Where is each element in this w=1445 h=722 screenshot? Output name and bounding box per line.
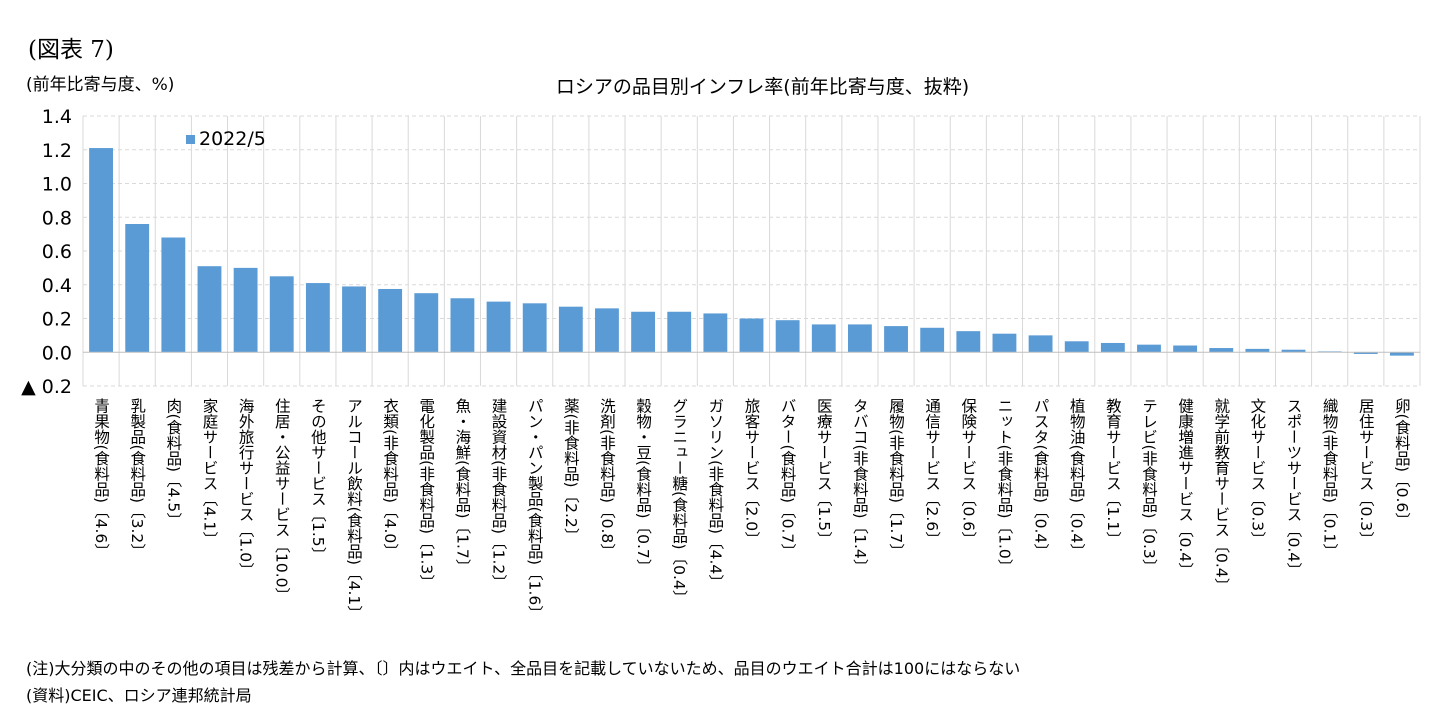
bar	[342, 286, 366, 353]
bar	[1100, 342, 1125, 353]
bar	[486, 301, 511, 353]
bar	[1137, 344, 1161, 353]
y-tick-label: 0.8	[42, 207, 72, 229]
legend-swatch	[186, 134, 195, 144]
figure-label: (図表 7)	[28, 37, 114, 63]
bar	[595, 308, 619, 353]
x-tick-label: パン・パン製品(食料品)〔1.6〕	[525, 398, 544, 621]
bar	[1353, 352, 1378, 354]
bar	[1173, 345, 1198, 353]
x-tick-label: 医療サービス〔1.5〕	[814, 398, 833, 547]
bar	[811, 324, 836, 353]
bar	[1390, 352, 1414, 356]
y-tick-label: 1.2	[42, 140, 72, 162]
x-tick-label: その他サービス〔1.5〕	[308, 398, 327, 563]
x-tick-label: 植物油(食料品)〔0.4〕	[1067, 398, 1086, 559]
bar	[631, 311, 656, 353]
x-tick-label: 家庭サービス〔4.1〕	[200, 398, 219, 547]
y-tick-label: 1.4	[42, 106, 72, 128]
bar	[1028, 335, 1053, 353]
bar	[269, 276, 294, 353]
x-tick-label: 卵(食料品)〔0.6〕	[1392, 398, 1411, 528]
x-tick-label: 保険サービス〔0.6〕	[959, 398, 978, 547]
bar	[1281, 349, 1306, 353]
x-tick-label: 住居・公益サービス〔10.0〕	[272, 398, 291, 604]
x-tick-label: 織物(非食料品)〔0.1〕	[1320, 398, 1339, 559]
bar	[667, 311, 692, 353]
x-tick-label: 建設資材(非食料品)〔1.2〕	[489, 398, 508, 590]
x-tick-label: 健康増進サービス〔0.4〕	[1176, 398, 1195, 578]
x-tick-label: 就学前教育サービス〔0.4〕	[1212, 398, 1231, 594]
bar	[884, 326, 908, 353]
x-tick-label: 文化サービス〔0.3〕	[1248, 398, 1267, 547]
bar	[775, 320, 800, 353]
bar	[956, 331, 981, 353]
x-tick-label: 衣類(非食料品)〔4.0〕	[381, 398, 400, 559]
x-tick-label: 教育サービス〔1.1〕	[1103, 398, 1122, 547]
y-tick-label: 0.4	[42, 275, 72, 297]
x-tick-label: 乳製品(食料品)〔3.2〕	[128, 398, 147, 559]
bar	[305, 283, 330, 353]
footnote: (注)大分類の中のその他の項目は残差から計算、〔〕内はウエイト、全品目を記載して…	[26, 659, 1021, 678]
x-tick-label: パスタ(食料品)〔0.4〕	[1031, 398, 1050, 559]
x-tick-label: 肉(食料品)〔4.5〕	[164, 398, 183, 528]
bar	[1245, 348, 1270, 353]
bar	[89, 148, 113, 353]
y-tick-label: ▲ 0.2	[21, 376, 72, 398]
y-axis-unit-label: (前年比寄与度、%)	[26, 75, 175, 95]
bar	[233, 267, 258, 353]
y-tick-label: 1.0	[42, 174, 72, 196]
bar	[1064, 341, 1089, 353]
bar	[522, 303, 547, 353]
bar	[125, 224, 150, 353]
x-tick-label: 魚・海鮮(食料品)〔1.7〕	[453, 398, 472, 575]
x-tick-label: グラニュー糖(食料品)〔0.4〕	[670, 398, 689, 606]
x-tick-label: スポーツサービス〔0.4〕	[1284, 398, 1303, 578]
x-tick-label: 旅客サービス〔2.0〕	[742, 398, 761, 547]
bar	[703, 313, 728, 353]
bar	[450, 298, 475, 353]
x-tick-label: 穀物・豆(食料品)〔0.7〕	[634, 398, 653, 575]
x-tick-label: 電化製品(非食料品)〔1.3〕	[417, 398, 436, 590]
bar	[739, 318, 764, 353]
x-tick-label: 青果物(食料品)〔4.6〕	[92, 398, 111, 559]
x-tick-label: 通信サービス〔2.6〕	[923, 398, 942, 547]
x-tick-label: 薬(非食料品)〔2.2〕	[561, 398, 580, 544]
y-tick-label: 0.2	[42, 309, 72, 331]
legend-label: 2022/5	[199, 128, 266, 150]
y-tick-label: 0.6	[42, 241, 72, 263]
x-tick-label: 海外旅行サービス〔1.0〕	[236, 398, 255, 578]
bar	[1209, 348, 1234, 353]
x-tick-label: タバコ(非食料品)〔1.4〕	[850, 398, 869, 575]
x-tick-label: 居住サービス〔0.3〕	[1356, 398, 1375, 547]
x-tick-label: ガソリン(非食料品)〔4.4〕	[706, 398, 725, 590]
bar	[558, 306, 583, 353]
bar	[378, 288, 403, 353]
x-tick-label: 洗剤(非食料品)〔0.8〕	[597, 398, 616, 559]
bar	[992, 333, 1017, 353]
x-tick-label: ニット(非食料品)〔1.0〕	[995, 398, 1014, 575]
x-tick-label: バター(食料品)〔0.7〕	[778, 398, 797, 559]
x-tick-label: アルコール飲料(食料品)〔4.1〕	[345, 398, 363, 621]
chart-title: ロシアの品目別インフレ率(前年比寄与度、抜粋)	[555, 76, 970, 98]
x-tick-label: 履物(非食料品)〔1.7〕	[887, 398, 906, 559]
x-tick-label: テレビ(非食料品)〔0.3〕	[1139, 398, 1158, 575]
bar	[920, 327, 945, 353]
legend: 2022/5	[186, 128, 266, 150]
bar	[161, 237, 186, 353]
bar	[197, 266, 222, 353]
y-tick-label: 0.0	[42, 342, 72, 364]
bar	[847, 324, 872, 353]
bar	[414, 293, 439, 353]
source-note: (資料)CEIC、ロシア連邦統計局	[26, 686, 252, 705]
